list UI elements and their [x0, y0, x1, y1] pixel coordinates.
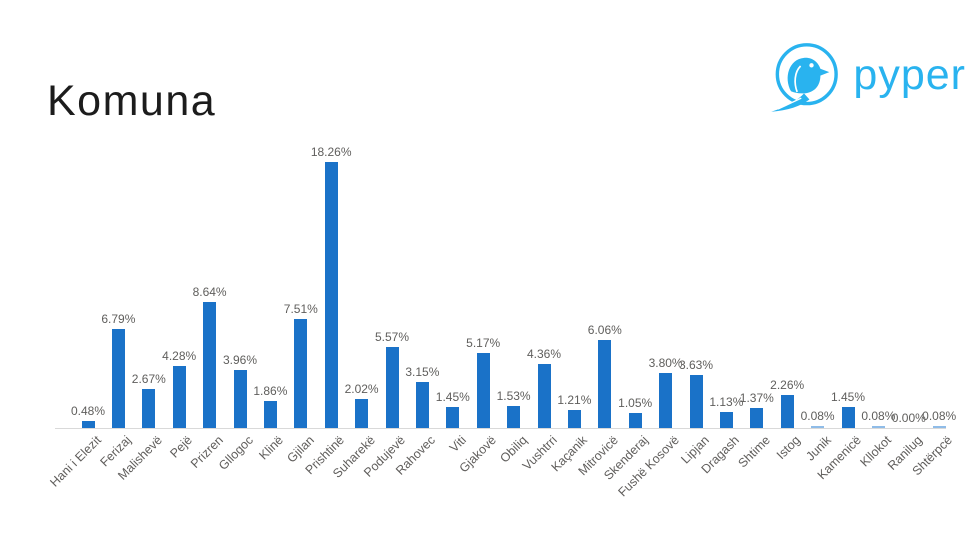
bar[interactable]: [750, 408, 764, 428]
bar[interactable]: [628, 413, 642, 428]
bar-value-label: 3.96%: [222, 353, 258, 367]
bar-value-label: 0.08%: [922, 409, 957, 423]
bar[interactable]: [841, 407, 855, 428]
bar[interactable]: [659, 373, 673, 428]
pyper-bird-icon: [771, 43, 839, 112]
bar-value-label: 1.05%: [618, 396, 653, 410]
bar-value-label: 4.28%: [162, 349, 197, 363]
bar[interactable]: [537, 364, 551, 428]
bar[interactable]: [811, 426, 825, 428]
chart-title: Komuna: [47, 77, 217, 125]
bar[interactable]: [172, 366, 186, 428]
bar-value-label: 1.53%: [496, 389, 531, 403]
bar-value-label: 1.13%: [709, 395, 744, 409]
bar[interactable]: [567, 410, 581, 428]
pyper-brand-text: pyper: [853, 50, 966, 99]
bar[interactable]: [598, 340, 612, 428]
bar[interactable]: [203, 302, 217, 428]
bar[interactable]: [81, 421, 95, 428]
bar[interactable]: [719, 412, 733, 428]
bar-value-label: 1.86%: [253, 384, 288, 398]
bar-value-label: 2.26%: [770, 378, 805, 392]
bar-value-label: 0.08%: [800, 409, 835, 423]
bar-value-label: 7.51%: [283, 302, 318, 316]
bar-value-label: 2.67%: [131, 372, 166, 386]
bar[interactable]: [871, 426, 885, 428]
bar[interactable]: [111, 329, 125, 428]
bar[interactable]: [294, 319, 308, 428]
bar-value-label: 1.45%: [435, 390, 470, 404]
bar[interactable]: [355, 399, 369, 428]
bar[interactable]: [385, 347, 399, 428]
bar[interactable]: [507, 406, 521, 428]
bar[interactable]: [233, 370, 247, 428]
bar-value-label: 5.17%: [466, 336, 501, 350]
bar[interactable]: [476, 353, 490, 428]
bar-value-label: 1.21%: [557, 393, 592, 407]
bar[interactable]: [932, 426, 946, 428]
bar-value-label: 0.48%: [70, 404, 106, 418]
x-axis-line: [55, 428, 946, 429]
bar-value-label: 6.06%: [587, 323, 622, 337]
bar-value-label: 5.57%: [374, 330, 410, 344]
bar-value-label: 3.63%: [678, 358, 714, 372]
bar-value-label: 8.64%: [192, 285, 227, 299]
bar-value-label: 0.08%: [861, 409, 896, 423]
bar-value-label: 3.80%: [648, 356, 683, 370]
bar-value-label: 1.45%: [830, 390, 866, 404]
bar-value-label: 2.02%: [344, 382, 379, 396]
bar-value-label: 18.26%: [310, 145, 352, 159]
bar[interactable]: [415, 382, 429, 428]
bar[interactable]: [689, 375, 703, 428]
bar-value-label: 6.79%: [101, 312, 136, 326]
bar[interactable]: [446, 407, 460, 428]
bar[interactable]: [324, 162, 338, 428]
bar-value-label: 4.36%: [526, 347, 562, 361]
bar[interactable]: [142, 389, 156, 428]
bar-value-label: 0.00%: [891, 411, 926, 425]
bar[interactable]: [780, 395, 794, 428]
bar-value-label: 1.37%: [739, 391, 774, 405]
pyper-logo: pyper: [763, 38, 966, 120]
bar[interactable]: [263, 401, 277, 428]
bar-value-label: 3.15%: [405, 365, 440, 379]
